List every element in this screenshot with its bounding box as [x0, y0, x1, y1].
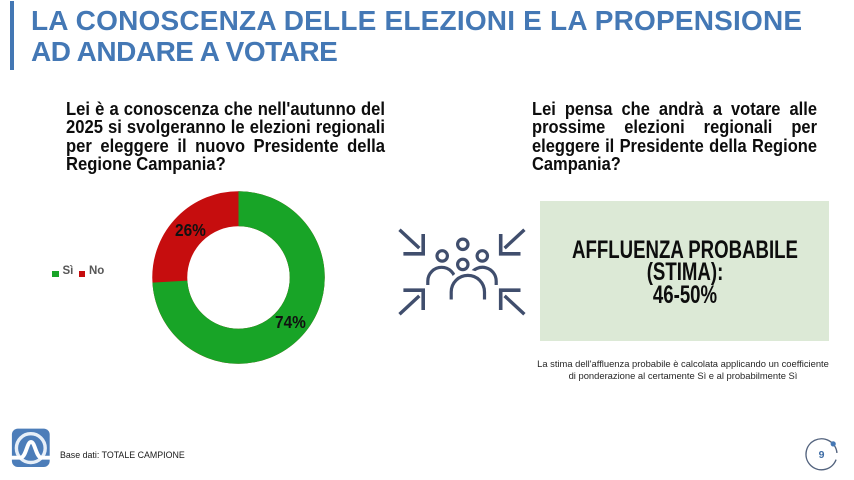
svg-text:9: 9: [819, 449, 825, 461]
